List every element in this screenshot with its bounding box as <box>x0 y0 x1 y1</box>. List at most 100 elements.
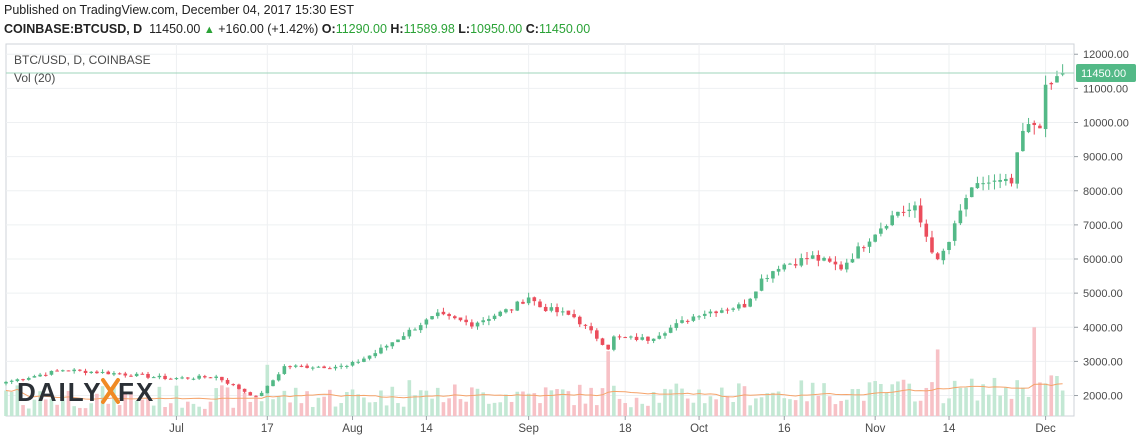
volume-ma-line <box>5 383 1063 400</box>
volume-bar <box>827 396 832 416</box>
volume-bar <box>339 403 343 416</box>
candle-body <box>595 330 599 339</box>
volume-bar <box>407 380 412 416</box>
volume-bar <box>481 392 485 416</box>
volume-bar <box>43 399 48 416</box>
volume-bar <box>958 387 963 416</box>
candle-body <box>805 258 809 260</box>
candle-body <box>254 395 258 397</box>
x-tick-label: Sep <box>518 423 538 435</box>
volume-bar <box>21 405 25 416</box>
volume-bar <box>543 387 548 416</box>
candle-body <box>15 379 20 382</box>
candle-body <box>566 310 571 315</box>
candle-body <box>532 297 537 302</box>
candle-body <box>157 375 162 378</box>
candle-body <box>862 247 866 249</box>
candle-body <box>1004 178 1008 182</box>
volume-bar <box>384 405 389 416</box>
volume-bar <box>9 391 14 416</box>
candle-body <box>316 366 321 368</box>
candle-body <box>1043 84 1048 130</box>
candle-body <box>640 337 645 340</box>
candle-body <box>55 370 59 372</box>
volume-bar <box>4 390 8 416</box>
candle-body <box>61 370 65 372</box>
volume-bar <box>651 392 656 416</box>
volume-bar <box>606 351 610 416</box>
volume-bar <box>225 387 230 416</box>
volume-bar <box>452 384 457 416</box>
volume-bar <box>981 384 985 416</box>
candle-body <box>708 311 713 314</box>
candle-body <box>714 311 718 314</box>
candle-body <box>754 291 758 299</box>
candle-body <box>458 317 463 321</box>
volume-bar <box>685 398 690 416</box>
volume-bar <box>765 393 770 416</box>
volume-bar <box>322 396 326 416</box>
volume-bar <box>521 391 525 416</box>
candle-body <box>21 379 25 381</box>
candle-body <box>827 258 832 262</box>
volume-bar <box>140 399 145 416</box>
candle-body <box>106 371 111 375</box>
volume-bar <box>629 407 633 416</box>
volume-bar <box>498 402 503 416</box>
volume-bar <box>532 393 537 416</box>
volume-bar <box>509 401 514 416</box>
volume-bar <box>379 390 383 416</box>
candle-body <box>203 376 207 378</box>
volume-bar <box>1038 382 1042 416</box>
candle-body <box>771 271 775 279</box>
volume-bar <box>947 398 951 416</box>
volume-bar <box>879 383 883 416</box>
volume-bar <box>941 403 946 416</box>
candle-body <box>38 374 42 377</box>
volume-bar <box>788 399 792 416</box>
candle-body <box>146 373 150 378</box>
x-tick-label: 14 <box>943 423 956 435</box>
volume-bar <box>146 396 150 416</box>
y-tick-label: 2000.00 <box>1083 391 1123 403</box>
candle-body <box>867 241 872 247</box>
volume-bar <box>566 391 571 416</box>
candle-body <box>589 326 593 331</box>
volume-bar <box>305 391 309 416</box>
candle-body <box>907 209 912 212</box>
candle-body <box>515 301 520 311</box>
volume-bar <box>674 383 679 416</box>
volume-bar <box>663 388 667 416</box>
candle-body <box>470 322 474 327</box>
volume-bar <box>793 400 798 416</box>
volume-bar <box>168 403 173 416</box>
last-price-label: 11450.00 <box>1081 68 1126 80</box>
candle-body <box>418 325 423 331</box>
candle-body <box>737 304 741 309</box>
candle-body <box>248 392 253 396</box>
volume-bar <box>589 387 593 416</box>
candle-body <box>913 205 917 211</box>
volume-bar <box>595 405 599 416</box>
volume-bar <box>884 392 889 416</box>
candle-body <box>543 306 548 312</box>
candle-body <box>896 211 900 216</box>
candle-body <box>26 377 31 380</box>
volume-bar <box>504 394 508 416</box>
candle-body <box>89 371 94 373</box>
candle-body <box>691 316 696 321</box>
volume-bar <box>89 403 94 416</box>
open-label: O: <box>321 22 336 36</box>
candle-body <box>600 338 605 345</box>
volume-bar <box>464 401 468 416</box>
candle-body <box>958 210 963 224</box>
volume-bar <box>833 404 838 416</box>
candle-body <box>799 258 804 266</box>
volume-bar <box>299 403 304 416</box>
candle-body <box>339 365 343 367</box>
volume-bar <box>799 380 804 416</box>
volume-bar <box>862 400 866 416</box>
candle-body <box>583 324 588 326</box>
volume-bar <box>470 387 474 416</box>
